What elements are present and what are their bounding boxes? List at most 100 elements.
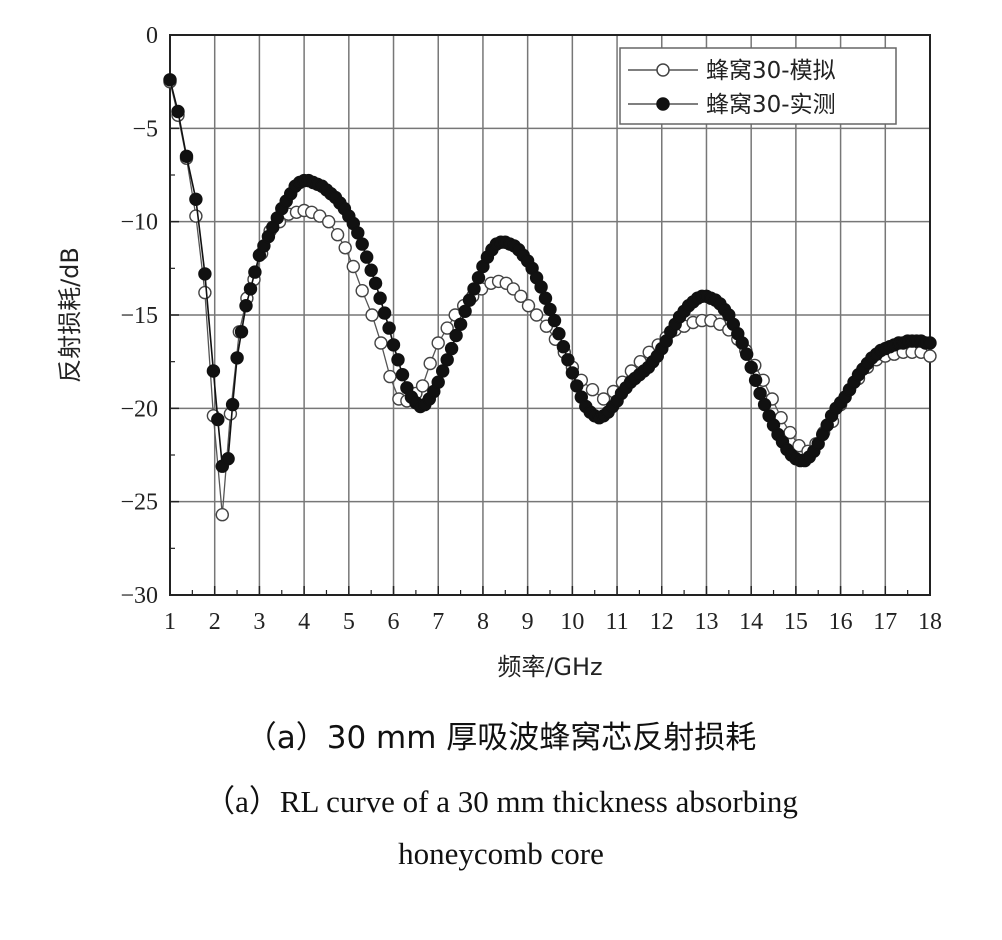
series-measured — [163, 73, 937, 473]
x-tick-label: 14 — [739, 609, 763, 635]
data-point-measured — [740, 347, 754, 361]
data-point-measured — [179, 149, 194, 164]
data-point-measured — [206, 364, 221, 378]
data-point-simulated — [330, 227, 345, 242]
chart: 1 2 3 4 5 6 7 8 9 10 11 12 13 14 15 16 17 180−5−10−15−20−… — [56, 23, 942, 681]
data-point-simulated — [374, 336, 388, 350]
data-point-measured — [547, 313, 562, 328]
data-point-simulated — [383, 369, 397, 384]
data-point-measured — [355, 237, 369, 251]
data-point-simulated — [440, 321, 454, 335]
data-point-simulated — [529, 308, 544, 322]
x-tick-label: 8 — [477, 609, 489, 635]
y-tick-label: 0 — [146, 23, 158, 49]
data-point-measured — [440, 353, 454, 367]
legend-label-simulated: 蜂窝30-模拟 — [706, 58, 836, 84]
data-point-measured — [230, 351, 244, 365]
caption-chinese: （a）30 mm 厚吸波蜂窝芯反射损耗 — [245, 720, 757, 756]
data-point-measured — [243, 282, 258, 296]
data-point-measured — [391, 353, 405, 367]
x-tick-label: 11 — [606, 609, 629, 635]
data-point-measured — [565, 366, 580, 380]
data-point-measured — [467, 282, 481, 296]
data-point-measured — [561, 353, 575, 367]
data-point-simulated — [338, 241, 352, 255]
data-point-simulated — [198, 285, 212, 300]
x-tick-label: 7 — [432, 609, 444, 635]
data-point-measured — [360, 250, 374, 264]
caption-english-line1: （a）RL curve of a 30 mm thickness absorbi… — [204, 784, 798, 819]
x-tick-label: 15 — [784, 609, 808, 635]
data-point-measured — [364, 263, 378, 277]
data-point-simulated — [322, 214, 336, 229]
data-point-measured — [538, 291, 553, 305]
data-point-measured — [171, 104, 185, 119]
data-point-measured — [453, 317, 468, 331]
data-point-measured — [431, 375, 445, 389]
x-tick-label: 2 — [209, 609, 221, 635]
data-point-simulated — [514, 289, 528, 303]
x-tick-label: 18 — [918, 609, 942, 635]
data-point-measured — [221, 452, 235, 466]
x-tick-label: 6 — [388, 609, 400, 635]
data-point-simulated — [215, 508, 230, 522]
y-tick-label: −15 — [120, 303, 158, 329]
data-point-simulated — [596, 392, 611, 406]
data-point-measured — [234, 325, 249, 339]
legend: 蜂窝30-模拟 蜂窝30-实测 — [619, 47, 897, 125]
x-tick-label: 1 — [164, 609, 176, 635]
data-point-measured — [570, 379, 584, 393]
x-tick-label: 17 — [873, 609, 897, 635]
data-point-measured — [757, 397, 772, 412]
y-tick-label: −25 — [120, 490, 158, 516]
data-point-measured — [351, 226, 365, 240]
legend-box — [619, 47, 897, 125]
y-tick-label: −20 — [120, 396, 158, 422]
legend-label-measured: 蜂窝30-实测 — [706, 92, 836, 118]
data-point-measured — [211, 412, 225, 427]
data-point-measured — [543, 302, 557, 317]
data-point-measured — [471, 271, 486, 285]
data-point-measured — [753, 386, 767, 401]
data-point-simulated — [346, 259, 360, 274]
data-point-measured — [556, 340, 571, 354]
x-tick-label: 13 — [694, 609, 718, 635]
data-point-measured — [386, 338, 401, 352]
data-point-measured — [368, 276, 383, 290]
y-tick-label: −10 — [120, 210, 158, 236]
data-point-measured — [377, 306, 392, 320]
data-point-measured — [239, 299, 253, 313]
y-tick-label: −5 — [132, 116, 158, 142]
data-point-measured — [534, 280, 548, 294]
data-point-measured — [163, 73, 177, 87]
data-point-measured — [744, 360, 758, 374]
data-point-measured — [373, 291, 387, 305]
data-point-measured — [225, 397, 240, 412]
data-point-measured — [436, 364, 450, 378]
data-point-simulated — [521, 299, 536, 313]
x-tick-label: 16 — [829, 609, 853, 635]
data-point-simulated — [431, 336, 445, 350]
data-point-measured — [198, 267, 212, 281]
data-point-simulated — [365, 308, 379, 322]
data-point-measured — [748, 373, 763, 387]
caption-english-line2: honeycomb core — [398, 836, 604, 871]
data-point-simulated — [423, 356, 437, 371]
data-point-measured — [395, 368, 410, 382]
data-point-measured — [923, 336, 937, 350]
data-point-simulated — [189, 209, 203, 223]
data-point-measured — [462, 293, 477, 307]
x-tick-label: 5 — [343, 609, 355, 635]
x-tick-label: 10 — [560, 609, 584, 635]
x-tick-label: 12 — [650, 609, 674, 635]
x-tick-label: 4 — [298, 609, 310, 635]
x-tick-label: 3 — [253, 609, 265, 635]
data-point-measured — [382, 321, 396, 335]
legend-marker-measured — [656, 97, 670, 111]
axis-ticks: 1 2 3 4 5 6 7 8 9 10 11 12 13 14 15 16 17 180−5−10−15−20−… — [120, 23, 942, 635]
data-point-simulated — [415, 379, 430, 393]
data-point-measured — [189, 192, 203, 207]
data-point-measured — [248, 265, 262, 279]
y-axis-label: 反射损耗/dB — [56, 247, 84, 383]
grid-lines — [170, 35, 930, 595]
